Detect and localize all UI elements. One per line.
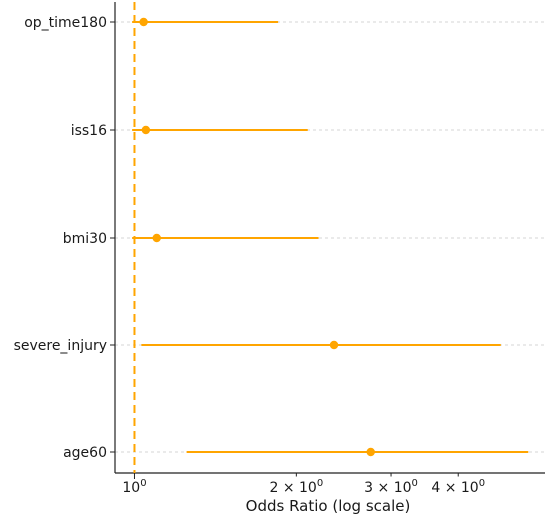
- y-tick-label-bmi30: bmi30: [63, 231, 107, 247]
- data-layer: [132, 17, 529, 457]
- x-axis-title: Odds Ratio (log scale): [246, 497, 411, 515]
- x-tick-label-3: 3 × 100: [364, 478, 418, 496]
- point-age60: [366, 447, 375, 457]
- point-severe-injury: [329, 340, 339, 350]
- point-bmi30: [152, 233, 161, 243]
- y-tick-label-severe-injury: severe_injury: [14, 338, 107, 354]
- x-tick-label-2: 2 × 100: [269, 478, 323, 496]
- y-tick-label-age60: age60: [63, 445, 107, 461]
- y-tick-label-op-time180: op_time180: [24, 15, 107, 31]
- x-tick-label-1: 100: [122, 478, 146, 496]
- point-iss16: [141, 125, 151, 135]
- point-op-time180: [139, 17, 148, 27]
- y-tick-layer: op_time180 iss16 bmi30 severe_injury age60: [14, 15, 115, 461]
- x-tick-layer: 100 2 × 100 3 × 100 4 × 100: [122, 473, 485, 496]
- x-tick-label-4: 4 × 100: [431, 478, 485, 496]
- y-tick-label-iss16: iss16: [71, 123, 107, 139]
